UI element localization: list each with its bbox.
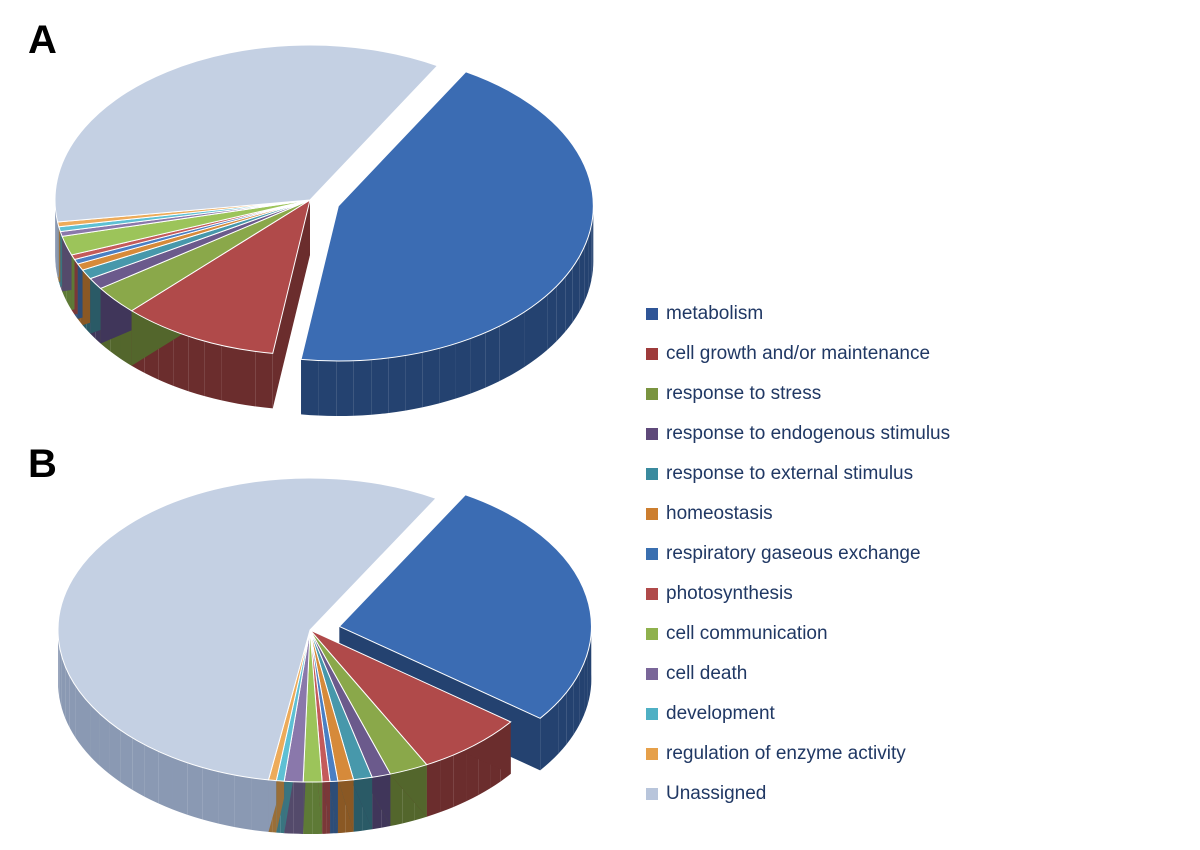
- legend-label: response to endogenous stimulus: [666, 415, 950, 453]
- legend-marker: [646, 308, 658, 320]
- legend-label: response to external stimulus: [666, 455, 913, 493]
- legend-label: cell death: [666, 655, 747, 693]
- legend-item: response to stress: [646, 375, 950, 413]
- legend-label: cell communication: [666, 615, 828, 653]
- legend-item: response to external stimulus: [646, 455, 950, 493]
- legend-label: regulation of enzyme activity: [666, 735, 906, 773]
- legend-label: photosynthesis: [666, 575, 793, 613]
- legend-label: metabolism: [666, 295, 763, 333]
- pie-chart-a: [0, 0, 640, 440]
- legend-label: development: [666, 695, 775, 733]
- legend-label: Unassigned: [666, 775, 766, 813]
- legend-marker: [646, 548, 658, 560]
- legend-item: development: [646, 695, 950, 733]
- legend-item: cell communication: [646, 615, 950, 653]
- legend-marker: [646, 748, 658, 760]
- legend: metabolismcell growth and/or maintenance…: [646, 295, 950, 815]
- legend-marker: [646, 788, 658, 800]
- legend-item: regulation of enzyme activity: [646, 735, 950, 773]
- legend-label: response to stress: [666, 375, 821, 413]
- legend-item: response to endogenous stimulus: [646, 415, 950, 453]
- legend-marker: [646, 628, 658, 640]
- legend-item: metabolism: [646, 295, 950, 333]
- legend-item: respiratory gaseous exchange: [646, 535, 950, 573]
- legend-marker: [646, 588, 658, 600]
- legend-item: Unassigned: [646, 775, 950, 813]
- legend-label: respiratory gaseous exchange: [666, 535, 921, 573]
- legend-marker: [646, 708, 658, 720]
- legend-marker: [646, 468, 658, 480]
- legend-marker: [646, 428, 658, 440]
- legend-marker: [646, 388, 658, 400]
- legend-marker: [646, 668, 658, 680]
- legend-item: homeostasis: [646, 495, 950, 533]
- legend-marker: [646, 508, 658, 520]
- legend-label: homeostasis: [666, 495, 773, 533]
- legend-item: photosynthesis: [646, 575, 950, 613]
- legend-item: cell growth and/or maintenance: [646, 335, 950, 373]
- pie-chart-b: [0, 430, 640, 850]
- legend-marker: [646, 348, 658, 360]
- legend-label: cell growth and/or maintenance: [666, 335, 930, 373]
- legend-item: cell death: [646, 655, 950, 693]
